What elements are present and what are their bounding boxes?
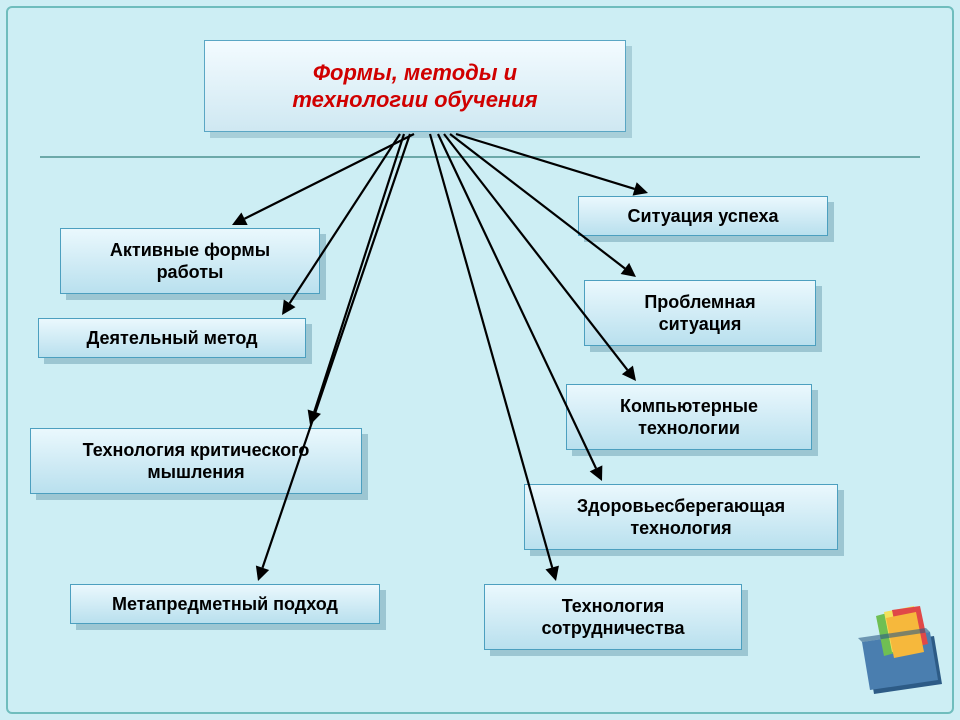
node-metasubject: Метапредметный подход (70, 584, 380, 624)
node-cooperation-tech: Технологиясотрудничества (484, 584, 742, 650)
node-active-forms: Активные формыработы (60, 228, 320, 294)
node-label: Компьютерныетехнологии (620, 395, 758, 440)
node-critical-thinking: Технология критическогомышления (30, 428, 362, 494)
node-label: Метапредметный подход (112, 593, 338, 616)
horizontal-divider (40, 156, 920, 158)
title-box: Формы, методы и технологии обучения (204, 40, 626, 132)
node-label: Технологиясотрудничества (542, 595, 685, 640)
node-computer-tech: Компьютерныетехнологии (566, 384, 812, 450)
node-label: Здоровьесберегающаятехнология (577, 495, 785, 540)
node-label: Деятельный метод (86, 327, 257, 350)
node-label: Проблемнаяситуация (644, 291, 755, 336)
node-health-tech: Здоровьесберегающаятехнология (524, 484, 838, 550)
node-activity-method: Деятельный метод (38, 318, 306, 358)
node-label: Технология критическогомышления (83, 439, 310, 484)
node-label: Ситуация успеха (628, 205, 779, 228)
title-line1: Формы, методы и (292, 59, 537, 87)
node-success-situation: Ситуация успеха (578, 196, 828, 236)
title-line2: технологии обучения (292, 86, 537, 114)
folder-icon (856, 598, 946, 698)
node-label: Активные формыработы (110, 239, 270, 284)
node-problem-situation: Проблемнаяситуация (584, 280, 816, 346)
